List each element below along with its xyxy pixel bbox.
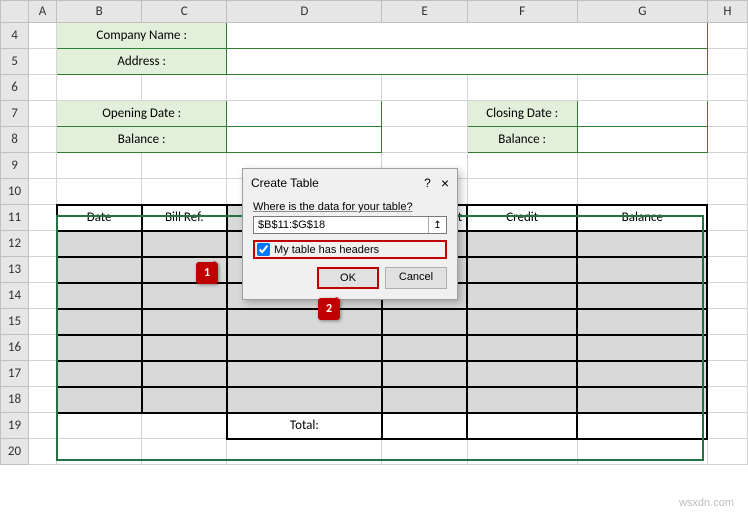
dialog-title: Create Table [251, 176, 319, 190]
col-A[interactable]: A [29, 1, 57, 23]
table-header-billref[interactable]: Bill Ref. [142, 205, 227, 231]
row-header[interactable]: 13 [1, 257, 29, 283]
opening-date-label: Opening Date : [57, 101, 227, 127]
close-icon[interactable]: × [441, 175, 449, 191]
callout-marker-1: 1 [196, 262, 218, 284]
row-header[interactable]: 10 [1, 179, 29, 205]
row-header[interactable]: 19 [1, 413, 29, 439]
row-header[interactable]: 18 [1, 387, 29, 413]
headers-checkbox[interactable] [257, 243, 270, 256]
company-name-value[interactable] [227, 23, 708, 49]
dialog-prompt: Where is the data for your table? [253, 201, 447, 213]
table-header-date[interactable]: Date [57, 205, 142, 231]
watermark: wsxdn.com [679, 497, 734, 509]
table-header-credit[interactable]: Credit [467, 205, 577, 231]
create-table-dialog: Create Table ? × Where is the data for y… [242, 168, 458, 300]
table-header-balance[interactable]: Balance [577, 205, 707, 231]
row-header[interactable]: 15 [1, 309, 29, 335]
headers-checkbox-wrap[interactable]: My table has headers [253, 240, 447, 259]
col-H[interactable]: H [707, 1, 747, 23]
row-header[interactable]: 4 [1, 23, 29, 49]
address-value[interactable] [227, 49, 708, 75]
closing-date-label: Closing Date : [467, 101, 577, 127]
col-C[interactable]: C [142, 1, 227, 23]
ok-button[interactable]: OK [317, 267, 379, 289]
row-header[interactable]: 14 [1, 283, 29, 309]
row-header[interactable]: 11 [1, 205, 29, 231]
company-name-label: Company Name : [57, 23, 227, 49]
row-header[interactable]: 5 [1, 49, 29, 75]
callout-marker-2: 2 [318, 298, 340, 320]
opening-date-value[interactable] [227, 101, 382, 127]
headers-checkbox-label: My table has headers [274, 244, 379, 256]
col-D[interactable]: D [227, 1, 382, 23]
row-header[interactable]: 16 [1, 335, 29, 361]
range-input[interactable] [254, 217, 428, 233]
row-header[interactable]: 17 [1, 361, 29, 387]
balance-left-value[interactable] [227, 127, 382, 153]
row-header[interactable]: 6 [1, 75, 29, 101]
cancel-button[interactable]: Cancel [385, 267, 447, 289]
column-headers[interactable]: A B C D E F G H [1, 1, 748, 23]
address-label: Address : [57, 49, 227, 75]
row-header[interactable]: 9 [1, 153, 29, 179]
balance-right-label: Balance : [467, 127, 577, 153]
closing-date-value[interactable] [577, 101, 707, 127]
total-label: Total: [227, 413, 382, 439]
row-header[interactable]: 7 [1, 101, 29, 127]
balance-left-label: Balance : [57, 127, 227, 153]
range-selector-icon[interactable]: ↥ [428, 217, 446, 233]
row-header[interactable]: 20 [1, 439, 29, 465]
help-icon[interactable]: ? [424, 176, 431, 190]
col-B[interactable]: B [57, 1, 142, 23]
row-header[interactable]: 12 [1, 231, 29, 257]
balance-right-value[interactable] [577, 127, 707, 153]
row-header[interactable]: 8 [1, 127, 29, 153]
col-G[interactable]: G [577, 1, 707, 23]
col-E[interactable]: E [382, 1, 467, 23]
col-F[interactable]: F [467, 1, 577, 23]
